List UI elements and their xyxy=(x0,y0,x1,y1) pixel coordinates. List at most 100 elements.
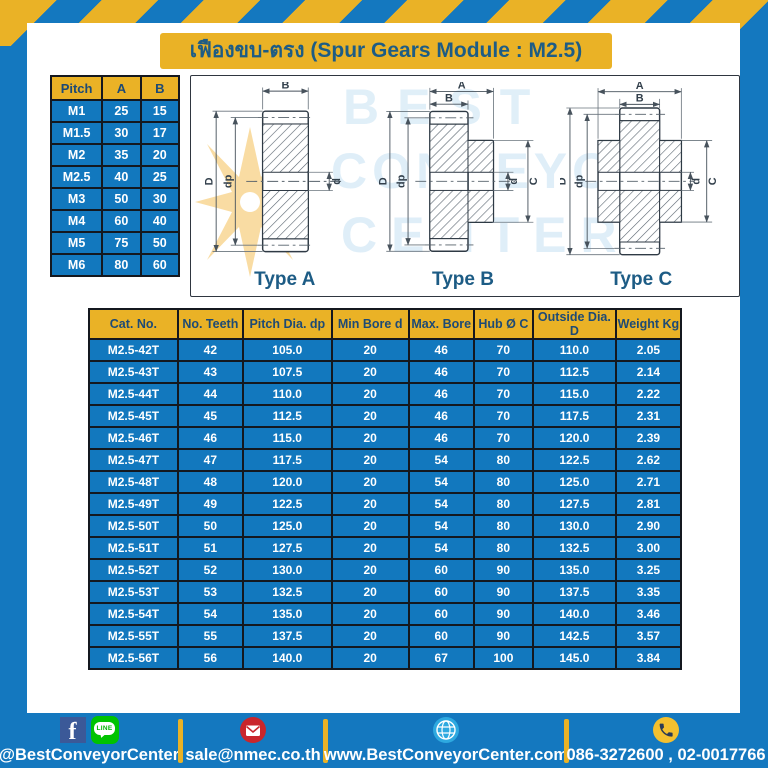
table-cell: 120.0 xyxy=(241,470,333,494)
table-cell: 122.5 xyxy=(241,492,333,516)
table-cell: 67 xyxy=(407,646,475,670)
table-row: M1.5 30 17 xyxy=(49,121,181,145)
table-cell: 140.0 xyxy=(531,602,617,626)
table-row: M2.5-52T 52 130.0 20 60 90 135.0 3.25 xyxy=(88,558,683,582)
table-cell: 45 xyxy=(176,404,244,428)
table-cell: 40 xyxy=(139,209,181,233)
table-cell: M2.5-45T xyxy=(88,404,179,428)
table-cell: 110.0 xyxy=(241,382,333,406)
line-icon[interactable]: LINE xyxy=(90,715,119,744)
column-header: Max. Bore xyxy=(407,308,475,340)
table-row: M6 80 60 xyxy=(49,253,181,277)
table-cell: M1 xyxy=(49,99,104,123)
gear-drawings: B D xyxy=(191,76,739,291)
gear-type-a-drawing: B D xyxy=(205,82,344,253)
social-handle-link[interactable]: @BestConveyorCenter xyxy=(0,745,180,764)
table-row: M2.5-43T 43 107.5 20 46 70 112.5 2.14 xyxy=(88,360,683,384)
table-row: M2.5-45T 45 112.5 20 46 70 117.5 2.31 xyxy=(88,404,683,428)
table-row: M1 25 15 xyxy=(49,99,181,123)
table-cell: 20 xyxy=(330,448,410,472)
gear-type-a-figure: B D xyxy=(197,82,373,291)
column-header: Outside Dia. D xyxy=(531,308,617,340)
website-link[interactable]: www.BestConveyorCenter.com xyxy=(323,745,569,764)
table-cell: 30 xyxy=(101,121,142,145)
phone-numbers[interactable]: 086-3272600 , 02-0017766 xyxy=(566,745,766,764)
phone-icon[interactable] xyxy=(652,716,680,744)
dim-label-b: B xyxy=(635,93,643,105)
table-cell: 137.5 xyxy=(241,624,333,648)
table-cell: 80 xyxy=(472,492,534,516)
table-cell: 50 xyxy=(101,187,142,211)
table-cell: 52 xyxy=(176,558,244,582)
email-icon[interactable] xyxy=(239,716,267,744)
table-cell: 20 xyxy=(330,492,410,516)
table-cell: 127.5 xyxy=(241,536,333,560)
table-cell: 115.0 xyxy=(241,426,333,450)
table-cell: M2.5-50T xyxy=(88,514,179,538)
table-cell: 130.0 xyxy=(531,514,617,538)
table-cell: 54 xyxy=(407,492,475,516)
table-row: M2.5-46T 46 115.0 20 46 70 120.0 2.39 xyxy=(88,426,683,450)
gear-diagram-panel: BEST CONVEYOR CENTER B xyxy=(190,75,740,297)
table-cell: 70 xyxy=(472,404,534,428)
table-cell: 54 xyxy=(407,536,475,560)
table-cell: 60 xyxy=(407,602,475,626)
gear-type-b-drawing: A B xyxy=(379,82,540,253)
table-cell: 40 xyxy=(101,165,142,189)
table-cell: 125.0 xyxy=(241,514,333,538)
table-row: M2.5-55T 55 137.5 20 60 90 142.5 3.57 xyxy=(88,624,683,648)
table-cell: 20 xyxy=(330,338,410,362)
table-cell: 137.5 xyxy=(531,580,617,604)
table-cell: 80 xyxy=(472,536,534,560)
gear-type-b-figure: A B xyxy=(375,82,551,291)
footer-phone: 086-3272600 , 02-0017766 xyxy=(566,715,766,767)
footer-email: sale@nmec.co.th xyxy=(183,715,323,767)
table-cell: 2.62 xyxy=(614,448,683,472)
table-cell: 47 xyxy=(176,448,244,472)
table-row: M3 50 30 xyxy=(49,187,181,211)
line-bubble-label: LINE xyxy=(94,721,115,735)
table-cell: 112.5 xyxy=(531,360,617,384)
table-cell: 17 xyxy=(139,121,181,145)
table-cell: 117.5 xyxy=(241,448,333,472)
email-link[interactable]: sale@nmec.co.th xyxy=(185,745,321,764)
table-row: M2 35 20 xyxy=(49,143,181,167)
table-cell: M3 xyxy=(49,187,104,211)
globe-icon[interactable] xyxy=(432,716,460,744)
footer-divider xyxy=(323,718,328,763)
table-cell: 145.0 xyxy=(531,646,617,670)
footer-divider xyxy=(564,718,569,763)
dim-label-c: C xyxy=(706,177,718,185)
table-cell: 70 xyxy=(472,338,534,362)
table-cell: 135.0 xyxy=(241,602,333,626)
table-cell: 130.0 xyxy=(241,558,333,582)
dim-label-dp: dp xyxy=(222,174,234,188)
column-header: Hub Ø C xyxy=(472,308,534,340)
table-cell: 60 xyxy=(407,580,475,604)
footer-website: www.BestConveyorCenter.com xyxy=(324,715,568,767)
table-cell: 50 xyxy=(176,514,244,538)
facebook-icon[interactable]: f xyxy=(59,716,86,743)
table-cell: 127.5 xyxy=(531,492,617,516)
column-header: Weight Kg xyxy=(614,308,683,340)
table-cell: 3.46 xyxy=(614,602,683,626)
column-header: No. Teeth xyxy=(176,308,244,340)
table-cell: 54 xyxy=(407,448,475,472)
table-cell: M2.5 xyxy=(49,165,104,189)
table-cell: 2.05 xyxy=(614,338,683,362)
table-cell: 117.5 xyxy=(531,404,617,428)
spec-table: Cat. No. No. Teeth Pitch Dia. dp Min Bore d… xyxy=(88,308,683,670)
table-cell: 46 xyxy=(407,338,475,362)
table-cell: 25 xyxy=(139,165,181,189)
table-cell: 70 xyxy=(472,360,534,384)
table-row: M2.5-49T 49 122.5 20 54 80 127.5 2.81 xyxy=(88,492,683,516)
table-cell: 90 xyxy=(472,580,534,604)
table-cell: 122.5 xyxy=(531,448,617,472)
table-cell: 132.5 xyxy=(241,580,333,604)
table-cell: 43 xyxy=(176,360,244,384)
table-cell: M5 xyxy=(49,231,104,255)
table-cell: 54 xyxy=(407,470,475,494)
table-cell: 46 xyxy=(407,382,475,406)
table-cell: M4 xyxy=(49,209,104,233)
table-row: M2.5-56T 56 140.0 20 67 100 145.0 3.84 xyxy=(88,646,683,670)
